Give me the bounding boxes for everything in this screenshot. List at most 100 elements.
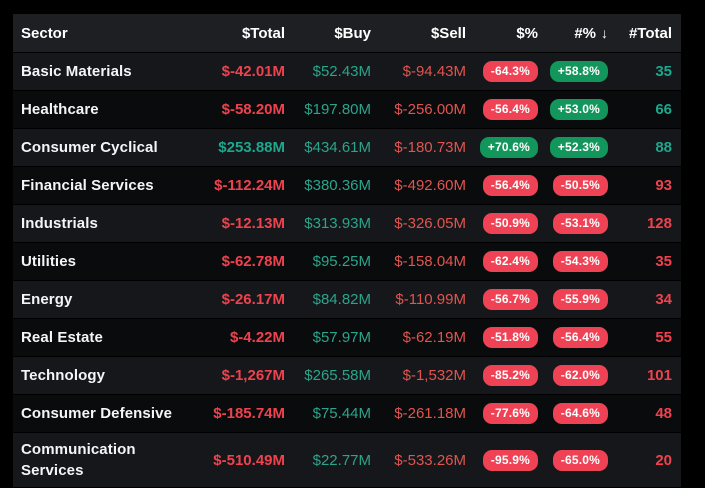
- count-pct-cell: -56.4%: [538, 327, 608, 348]
- dollar-buy-value: $265.58M: [304, 367, 371, 384]
- count-total-value: 88: [655, 139, 672, 156]
- count-pct-badge: +52.3%: [549, 137, 608, 158]
- count-pct-cell: -53.1%: [538, 213, 608, 234]
- dollar-pct-badge: -64.3%: [482, 61, 538, 82]
- count-pct-badge: -65.0%: [552, 449, 608, 471]
- dollar-buy-value: $434.61M: [304, 139, 371, 156]
- dollar-pct-badge: -77.6%: [482, 403, 538, 424]
- dollar-sell-value: $-94.43M: [402, 63, 466, 80]
- dollar-sell-value: $-492.60M: [394, 177, 466, 194]
- dollar-pct-cell: -51.8%: [466, 327, 538, 348]
- count-total-value: 35: [655, 63, 672, 80]
- dollar-total-value: $-62.78M: [221, 253, 285, 270]
- count-pct-badge: -50.5%: [552, 175, 608, 196]
- table-row[interactable]: Technology $-1,267M $265.58M $-1,532M -8…: [13, 357, 681, 395]
- dollar-pct-badge: +70.6%: [479, 137, 538, 158]
- table-row[interactable]: Real Estate $-4.22M $57.97M $-62.19M -51…: [13, 319, 681, 357]
- count-total-value: 35: [655, 253, 672, 270]
- sector-table: Sector $Total $Buy $Sell $% #% ↓ #Total B…: [13, 14, 681, 488]
- count-total-value: 34: [655, 291, 672, 308]
- sector-name: Consumer Defensive: [21, 405, 173, 422]
- dollar-buy-value: $197.80M: [304, 101, 371, 118]
- table-header-row: Sector $Total $Buy $Sell $% #% ↓ #Total: [13, 14, 681, 53]
- table-row[interactable]: Utilities $-62.78M $95.25M $-158.04M -62…: [13, 243, 681, 281]
- count-pct-badge: -55.9%: [552, 289, 608, 310]
- sector-name: Healthcare: [21, 101, 99, 118]
- sector-name: Consumer Cyclical: [21, 139, 158, 156]
- dollar-sell-value: $-533.26M: [394, 451, 466, 469]
- column-header-dollar-buy[interactable]: $Buy: [334, 24, 371, 42]
- count-pct-cell: +53.0%: [538, 99, 608, 120]
- dollar-sell-value: $-62.19M: [402, 329, 466, 346]
- dollar-total-value: $253.88M: [218, 139, 285, 156]
- dollar-total-value: $-4.22M: [229, 329, 285, 346]
- count-pct-badge: +58.8%: [549, 61, 608, 82]
- table-row[interactable]: Consumer Cyclical $253.88M $434.61M $-18…: [13, 129, 681, 167]
- dollar-pct-badge: -85.2%: [482, 365, 538, 386]
- table-row[interactable]: Healthcare $-58.20M $197.80M $-256.00M -…: [13, 91, 681, 129]
- dollar-total-value: $-1,267M: [221, 367, 285, 384]
- dollar-pct-badge: -56.4%: [482, 175, 538, 196]
- count-pct-cell: -55.9%: [538, 289, 608, 310]
- column-header-dollar-sell[interactable]: $Sell: [430, 24, 466, 42]
- dollar-sell-value: $-326.05M: [394, 215, 466, 232]
- dollar-pct-cell: -64.3%: [466, 61, 538, 82]
- dollar-pct-cell: -95.9%: [466, 449, 538, 471]
- table-row[interactable]: Energy $-26.17M $84.82M $-110.99M -56.7%…: [13, 281, 681, 319]
- dollar-pct-cell: +70.6%: [466, 137, 538, 158]
- count-pct-header-label: #%: [574, 24, 596, 42]
- count-pct-badge: +53.0%: [549, 99, 608, 120]
- dollar-pct-cell: -56.4%: [466, 99, 538, 120]
- dollar-sell-value: $-180.73M: [394, 139, 466, 156]
- dollar-buy-value: $84.82M: [312, 291, 371, 308]
- table-row[interactable]: Consumer Defensive $-185.74M $75.44M $-2…: [13, 395, 681, 433]
- sector-name: Communication Services: [21, 441, 136, 479]
- dollar-pct-cell: -56.4%: [466, 175, 538, 196]
- count-total-value: 55: [655, 329, 672, 346]
- dollar-total-value: $-42.01M: [221, 63, 285, 80]
- column-header-dollar-pct[interactable]: $%: [516, 24, 538, 42]
- count-total-value: 48: [655, 405, 672, 422]
- dollar-buy-value: $22.77M: [312, 451, 371, 469]
- sector-name: Real Estate: [21, 329, 103, 346]
- dollar-pct-cell: -50.9%: [466, 213, 538, 234]
- dollar-pct-badge: -51.8%: [482, 327, 538, 348]
- count-pct-badge: -62.0%: [552, 365, 608, 386]
- sector-name: Financial Services: [21, 177, 154, 194]
- dollar-pct-cell: -62.4%: [466, 251, 538, 272]
- count-total-value: 93: [655, 177, 672, 194]
- dollar-sell-value: $-261.18M: [394, 405, 466, 422]
- dollar-pct-badge: -50.9%: [482, 213, 538, 234]
- table-row[interactable]: Financial Services $-112.24M $380.36M $-…: [13, 167, 681, 205]
- table-row[interactable]: Basic Materials $-42.01M $52.43M $-94.43…: [13, 53, 681, 91]
- table-row[interactable]: Communication Services $-510.49M $22.77M…: [13, 433, 681, 488]
- count-pct-badge: -56.4%: [552, 327, 608, 348]
- count-total-value: 66: [655, 101, 672, 118]
- column-header-count-total[interactable]: #Total: [628, 24, 672, 42]
- count-pct-cell: -65.0%: [538, 449, 608, 471]
- dollar-buy-value: $57.97M: [312, 329, 371, 346]
- dollar-pct-cell: -56.7%: [466, 289, 538, 310]
- dollar-sell-value: $-110.99M: [395, 291, 466, 308]
- column-header-count-pct[interactable]: #% ↓: [538, 25, 608, 42]
- sector-name: Basic Materials: [21, 63, 132, 80]
- sector-name: Industrials: [21, 215, 98, 232]
- dollar-pct-badge: -56.4%: [482, 99, 538, 120]
- dollar-pct-badge: -62.4%: [482, 251, 538, 272]
- dollar-pct-badge: -56.7%: [482, 289, 538, 310]
- count-pct-badge: -53.1%: [552, 213, 608, 234]
- dollar-total-value: $-12.13M: [221, 215, 285, 232]
- count-pct-cell: +58.8%: [538, 61, 608, 82]
- count-pct-cell: -50.5%: [538, 175, 608, 196]
- count-total-value: 20: [655, 451, 672, 469]
- dollar-sell-value: $-256.00M: [394, 101, 466, 118]
- dollar-sell-value: $-1,532M: [402, 367, 466, 384]
- column-header-dollar-total[interactable]: $Total: [241, 24, 285, 42]
- table-row[interactable]: Industrials $-12.13M $313.93M $-326.05M …: [13, 205, 681, 243]
- column-header-sector[interactable]: Sector: [21, 24, 68, 42]
- dollar-pct-cell: -85.2%: [466, 365, 538, 386]
- dollar-sell-value: $-158.04M: [394, 253, 466, 270]
- dollar-total-value: $-26.17M: [221, 291, 285, 308]
- count-total-value: 128: [646, 215, 672, 232]
